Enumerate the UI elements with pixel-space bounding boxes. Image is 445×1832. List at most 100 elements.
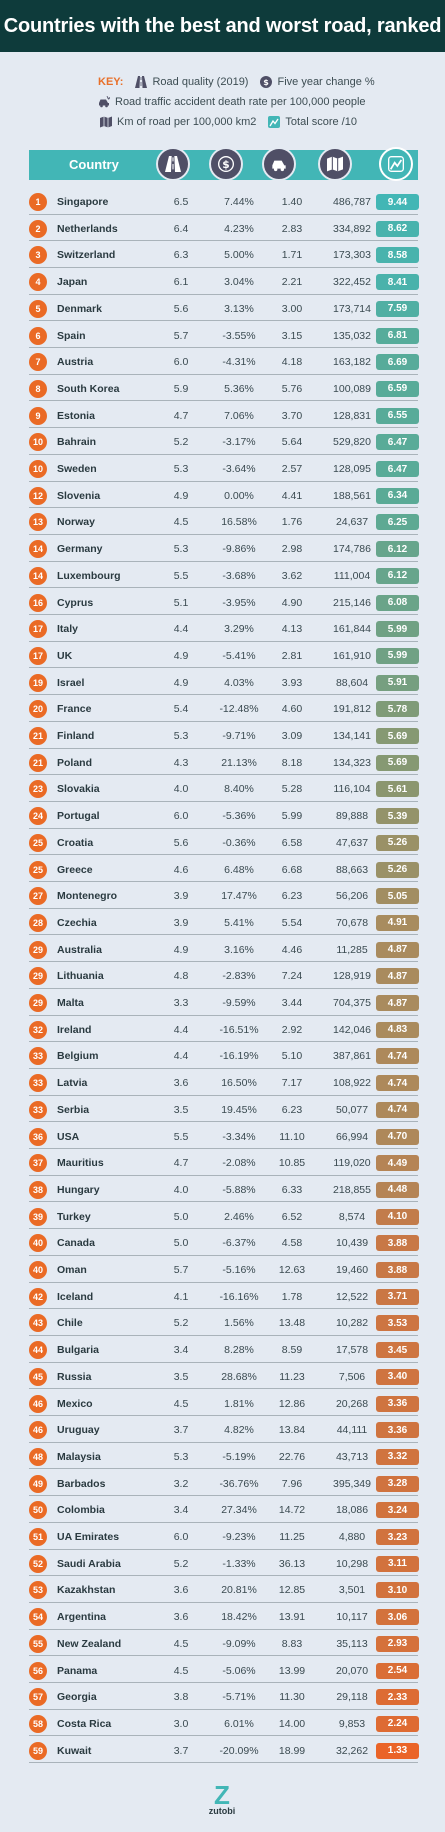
death-rate-value: 8.83 — [281, 1637, 303, 1650]
road-quality-value: 4.0 — [173, 1183, 189, 1196]
total-score-badge: 5.26 — [376, 861, 419, 878]
road-quality-value: 5.9 — [173, 382, 189, 395]
road-quality-value: 4.9 — [173, 676, 189, 689]
country-name: Costa Rica — [57, 1717, 112, 1730]
country-name: New Zealand — [57, 1637, 122, 1650]
km-road-value: 17,578 — [335, 1344, 369, 1357]
total-score-badge: 2.93 — [376, 1635, 419, 1652]
country-name: UA Emirates — [57, 1531, 120, 1543]
country-name: Greece — [57, 863, 93, 876]
road-quality-value: 3.3 — [173, 997, 189, 1009]
km-road-value: 70,678 — [335, 916, 369, 929]
five-year-change-value: -3.17% — [222, 436, 256, 449]
five-year-change-value: -3.95% — [222, 596, 256, 609]
rank-badge: 1 — [29, 193, 47, 211]
km-road-value: 128,919 — [333, 970, 371, 983]
total-score-badge: 4.74 — [376, 1048, 419, 1065]
km-road-value: 9,853 — [338, 1717, 366, 1730]
five-year-change-value: 3.04% — [224, 276, 254, 289]
death-rate-value: 3.15 — [281, 329, 303, 342]
country-name: Saudi Arabia — [57, 1557, 121, 1570]
km-road-value: 161,844 — [333, 623, 371, 636]
five-year-change-value: 4.82% — [224, 1424, 254, 1437]
rank-badge: 8 — [29, 379, 47, 398]
country-name: Slovenia — [57, 489, 101, 502]
total-score-badge: 4.49 — [376, 1155, 419, 1172]
five-year-change-value: -0.36% — [222, 836, 256, 849]
column-header-km-road — [318, 147, 352, 181]
road-quality-value: 4.6 — [173, 863, 189, 876]
country-name: Portugal — [57, 810, 100, 823]
table-row: 9 Estonia 4.7 7.06% 3.70 128,831 6.55 — [29, 402, 419, 429]
country-name: Australia — [57, 943, 102, 956]
death-rate-value: 3.93 — [281, 676, 303, 689]
table-row: 42 Iceland 4.1 -16.16% 1.78 12,522 3.71 — [29, 1283, 419, 1310]
road-quality-value: 4.5 — [173, 1637, 189, 1650]
column-header-total-score — [379, 147, 413, 181]
km-road-value: 173,303 — [333, 249, 371, 262]
table-row: 54 Argentina 3.6 18.42% 13.91 10,117 3.06 — [29, 1603, 419, 1630]
country-name: Colombia — [57, 1504, 105, 1517]
road-icon — [135, 76, 148, 88]
total-score-badge: 3.06 — [376, 1609, 419, 1626]
rank-badge: 59 — [29, 1741, 47, 1760]
total-score-badge: 8.58 — [376, 247, 419, 264]
road-quality-value: 3.6 — [173, 1611, 189, 1624]
km-road-value: 10,117 — [336, 1611, 368, 1624]
country-name: Austria — [57, 356, 94, 369]
country-name: Barbados — [57, 1477, 106, 1490]
table-row: 13 Norway 4.5 16.58% 1.76 24,637 6.25 — [29, 508, 419, 535]
five-year-change-value: 2.46% — [224, 1210, 254, 1223]
country-name: Luxembourg — [57, 569, 121, 582]
road-quality-value: 3.5 — [173, 1103, 189, 1116]
km-road-value: 20,268 — [335, 1397, 369, 1410]
table-row: 57 Georgia 3.8 -5.71% 11.30 29,118 2.33 — [29, 1683, 419, 1710]
road-quality-value: 4.7 — [173, 1157, 189, 1170]
death-rate-value: 4.46 — [281, 943, 303, 956]
rank-badge: 2 — [29, 219, 47, 238]
table-row: 59 Kuwait 3.7 -20.09% 18.99 32,262 1.33 — [29, 1737, 419, 1764]
km-road-value: 100,089 — [333, 382, 371, 395]
country-name: Japan — [57, 276, 88, 289]
km-road-value: 11,285 — [336, 943, 368, 956]
rank-badge: 25 — [29, 860, 47, 879]
km-road-value: 44,111 — [336, 1424, 368, 1437]
country-name: Czechia — [57, 916, 97, 929]
road-quality-value: 6.0 — [173, 1531, 189, 1543]
five-year-change-value: -3.34% — [222, 1130, 256, 1143]
death-rate-value: 36.13 — [278, 1557, 306, 1570]
road-quality-value: 5.6 — [173, 302, 189, 315]
death-rate-value: 6.58 — [281, 836, 303, 849]
five-year-change-value: -16.19% — [219, 1050, 259, 1063]
total-score-badge: 3.40 — [376, 1368, 419, 1385]
road-quality-value: 3.4 — [173, 1344, 189, 1357]
key-item-text: Km of road per 100,000 km2 — [117, 116, 257, 128]
rank-badge: 29 — [29, 994, 47, 1012]
km-road-value: 161,910 — [333, 649, 371, 662]
km-road-value: 322,452 — [333, 276, 371, 289]
country-name: Denmark — [57, 302, 102, 315]
country-name: Slovakia — [57, 783, 100, 796]
km-road-value: 12,522 — [335, 1290, 369, 1303]
country-name: Bulgaria — [57, 1344, 100, 1357]
total-score-badge: 4.87 — [376, 968, 419, 985]
total-score-badge: 3.28 — [376, 1475, 419, 1492]
five-year-change-value: 19.45% — [221, 1103, 257, 1116]
total-score-badge: 6.47 — [376, 461, 419, 477]
road-quality-value: 5.5 — [173, 569, 189, 582]
total-score-badge: 6.12 — [376, 567, 419, 584]
total-score-badge: 6.55 — [376, 407, 419, 424]
death-rate-value: 11.23 — [279, 1370, 305, 1383]
five-year-change-value: -20.09% — [219, 1744, 259, 1757]
km-road-value: 88,663 — [335, 863, 369, 876]
five-year-change-value: 6.01% — [224, 1717, 254, 1730]
key-item-death-rate: Road traffic accident death rate per 100… — [98, 96, 366, 108]
rank-badge: 40 — [29, 1261, 47, 1279]
road-icon — [165, 156, 181, 172]
key-item-road-quality: Road quality (2019) — [135, 76, 248, 88]
death-rate-value: 18.99 — [278, 1744, 306, 1757]
zutobi-logo: Z zutobi — [192, 1782, 252, 1816]
table-row: 32 Ireland 4.4 -16.51% 2.92 142,046 4.83 — [29, 1016, 419, 1043]
road-quality-value: 3.7 — [173, 1744, 189, 1757]
rank-badge: 23 — [29, 780, 47, 799]
